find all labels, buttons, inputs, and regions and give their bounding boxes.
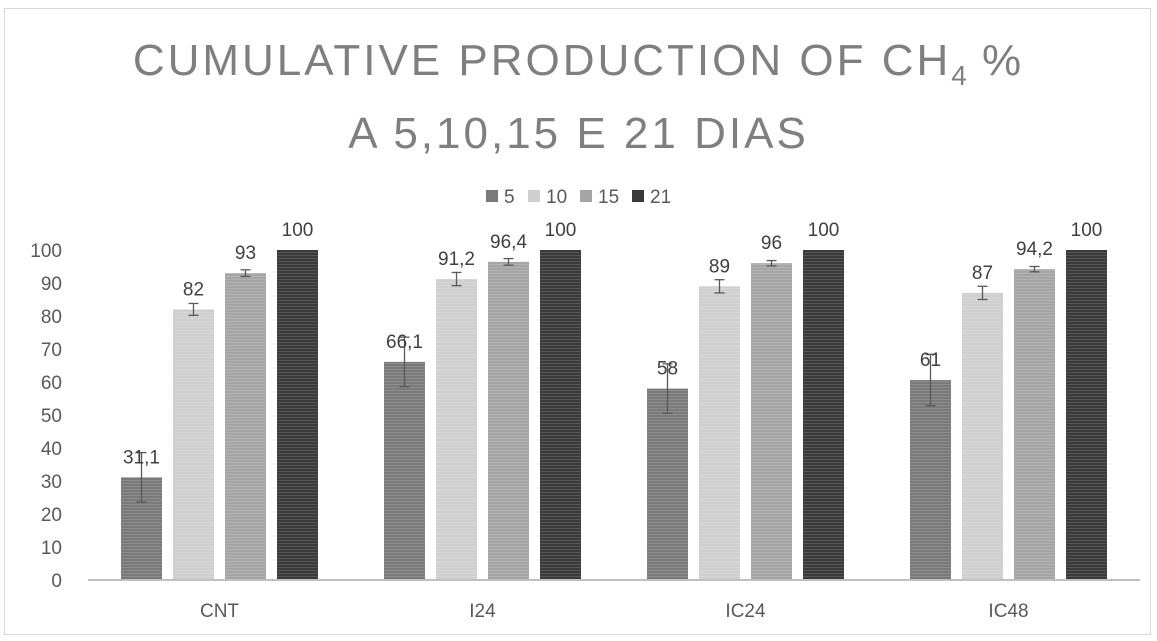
y-tick-label: 100 [30,241,62,262]
bar-texture [751,263,792,580]
legend-label: 21 [650,187,671,208]
y-tick-label: 40 [41,439,62,460]
data-label: 89 [709,256,730,277]
data-label: 94,2 [1016,239,1053,260]
data-label: 61 [920,350,941,371]
data-label: 87 [972,263,993,284]
bar-texture [540,250,581,580]
x-axis: CNT I24 IC24 IC48 [88,579,1140,622]
bar-texture [488,261,529,580]
chart-title-line-1: CUMULATIVE PRODUCTION OF CH4 % [0,32,1157,105]
chart-legend: 5 10 15 21 [486,187,671,208]
chart-frame [4,8,1151,635]
data-label: 91,2 [438,249,475,270]
bar-texture [647,388,688,580]
bar-texture [699,286,740,580]
y-tick-label: 70 [41,340,62,361]
bar-texture [384,361,425,580]
legend-label: 5 [504,187,515,208]
bars: 31,1 82 93 100 66,1 91,2 96,4 100 58 89 96 100 61 87 9… [121,220,1107,580]
bar-texture [225,273,266,580]
bar-texture [910,380,951,580]
x-tick-label: CNT [200,601,239,622]
bar-texture [277,250,318,580]
data-label: 100 [808,220,840,241]
data-label: 93 [235,243,256,264]
bar-texture [1014,269,1055,580]
chart-title-line-2: A 5,10,15 E 21 DIAS [348,109,809,158]
bar-texture [1066,250,1107,580]
y-tick-label: 60 [41,373,62,394]
data-label: 96,4 [490,232,527,253]
data-label: 66,1 [386,332,423,353]
y-tick-label: 90 [41,274,62,295]
x-tick-label: IC24 [725,601,766,622]
y-tick-label: 20 [41,505,62,526]
y-tick-label: 50 [41,406,62,427]
legend-swatch [632,190,644,202]
data-label: 58 [657,359,678,380]
y-tick-label: 0 [51,571,62,592]
data-label: 100 [282,220,314,241]
legend-swatch [486,190,498,202]
bar-texture [962,292,1003,580]
data-label: 31,1 [123,447,160,468]
data-label: 96 [761,233,782,254]
legend-label: 15 [598,187,619,208]
bar-texture [436,279,477,580]
chart-title: CUMULATIVE PRODUCTION OF CH4 % A 5,10,15… [0,32,1157,163]
y-tick-label: 80 [41,307,62,328]
data-label: 100 [1071,220,1103,241]
legend-label: 10 [546,187,567,208]
y-tick-label: 30 [41,472,62,493]
y-tick-label: 10 [41,538,62,559]
data-label: 82 [183,279,204,300]
y-axis: 0 10 20 30 40 50 60 70 80 90 100 [30,241,62,592]
x-tick-label: I24 [469,601,496,622]
bar-texture [173,309,214,580]
legend-swatch [528,190,540,202]
title-main-text: CUMULATIVE PRODUCTION OF CH [132,36,952,85]
data-label: 100 [545,220,577,241]
title-suffix: % [966,36,1025,85]
bar-texture [803,250,844,580]
title-subscript: 4 [951,60,967,91]
legend-swatch [580,190,592,202]
x-tick-label: IC48 [988,601,1028,622]
